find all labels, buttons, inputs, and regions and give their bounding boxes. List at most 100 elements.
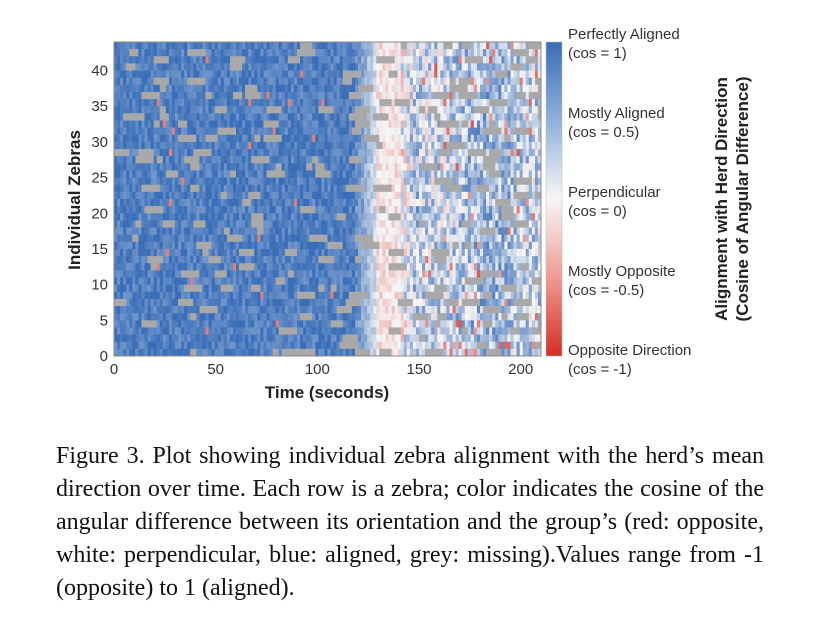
heatmap-cell (473, 177, 478, 186)
heatmap-cell (364, 127, 368, 136)
heatmap-cell (373, 49, 377, 57)
heatmap-cell (382, 227, 386, 235)
heatmap-cell (385, 91, 389, 100)
heatmap-cell (394, 263, 399, 271)
heatmap-cell (519, 170, 524, 178)
heatmap-cell (190, 256, 194, 264)
heatmap-cell (507, 213, 511, 221)
heatmap-cell (345, 206, 350, 214)
heatmap-cell (126, 56, 130, 64)
heatmap-cell (220, 49, 225, 57)
heatmap-cell (531, 149, 536, 157)
heatmap-cell (306, 149, 310, 157)
heatmap-cell (147, 191, 151, 200)
heatmap-cell (348, 49, 353, 57)
heatmap-cell (187, 191, 191, 200)
heatmap-cell (263, 84, 267, 93)
heatmap-cell (354, 63, 359, 71)
heatmap-cell (403, 206, 408, 214)
heatmap-cell (376, 220, 380, 228)
heatmap-cell (458, 248, 463, 257)
heatmap-cell (528, 177, 533, 186)
heatmap-cell (245, 141, 249, 150)
heatmap-cell (385, 77, 389, 86)
heatmap-cell (321, 113, 325, 121)
heatmap-cell (382, 63, 386, 71)
heatmap-cell (531, 206, 536, 214)
heatmap-cell (519, 248, 524, 257)
heatmap-cell (117, 156, 121, 164)
heatmap-cell (385, 277, 389, 285)
heatmap-cell (171, 220, 176, 228)
heatmap-cell (290, 134, 295, 143)
heatmap-cell (403, 70, 408, 78)
heatmap-cell (516, 270, 521, 278)
heatmap-cell (232, 291, 237, 300)
heatmap-cell (199, 256, 203, 264)
heatmap-cell (513, 270, 517, 278)
heatmap-cell (251, 263, 255, 271)
heatmap-cell (397, 70, 402, 78)
heatmap-cell (205, 263, 209, 271)
heatmap-cell (159, 234, 164, 243)
heatmap-cell (486, 56, 490, 64)
heatmap-cell (275, 256, 280, 264)
heatmap-cell (388, 191, 392, 200)
heatmap-cell (382, 184, 386, 193)
heatmap-cell (141, 206, 145, 214)
heatmap-cell (348, 106, 353, 114)
heatmap-cell (257, 177, 261, 186)
heatmap-cell (300, 77, 304, 86)
heatmap-cell (406, 84, 411, 93)
heatmap-cell (486, 77, 490, 86)
heatmap-cell (168, 49, 173, 57)
heatmap-cell (348, 113, 353, 121)
heatmap-cell (513, 241, 517, 250)
heatmap-cell (135, 77, 139, 86)
heatmap-cell (498, 184, 502, 193)
heatmap-cell (290, 49, 295, 57)
heatmap-cell (242, 170, 246, 178)
heatmap-cell (373, 184, 377, 193)
heatmap-cell (156, 134, 161, 143)
heatmap-cell (394, 77, 399, 86)
heatmap-cell (461, 91, 466, 100)
heatmap-cell (138, 99, 142, 107)
heatmap-cell (214, 270, 219, 278)
heatmap-cell (165, 241, 170, 250)
heatmap-cell (385, 206, 389, 214)
heatmap-cell (303, 106, 307, 114)
heatmap-cell (498, 149, 502, 157)
heatmap-cell (406, 184, 411, 193)
heatmap-cell (370, 291, 374, 300)
heatmap-cell (504, 256, 508, 264)
heatmap-cell (153, 113, 158, 121)
heatmap-cell (379, 270, 383, 278)
heatmap-cell (178, 149, 182, 157)
heatmap-cell (382, 234, 386, 243)
heatmap-cell (394, 84, 399, 93)
heatmap-cell (354, 191, 359, 200)
heatmap-cell (513, 49, 517, 57)
heatmap-cell (510, 49, 514, 57)
heatmap-cell (303, 184, 307, 193)
heatmap-cell (300, 106, 304, 114)
heatmap-cell (202, 163, 206, 171)
heatmap-cell (531, 63, 536, 71)
heatmap-cell (367, 206, 371, 214)
heatmap-cell (406, 220, 411, 228)
heatmap-cell (476, 270, 481, 278)
heatmap-cell (178, 227, 182, 235)
heatmap-cell (480, 170, 484, 178)
heatmap-cell (498, 213, 502, 221)
heatmap-cell (513, 120, 517, 128)
heatmap-cell (229, 220, 234, 228)
heatmap-cell (123, 134, 127, 143)
heatmap-cell (428, 134, 432, 143)
heatmap-cell (537, 220, 541, 228)
heatmap-cell (440, 120, 444, 128)
heatmap-cell (510, 170, 514, 178)
heatmap-cell (455, 191, 460, 200)
heatmap-cell (406, 256, 411, 264)
heatmap-cell (260, 248, 264, 257)
